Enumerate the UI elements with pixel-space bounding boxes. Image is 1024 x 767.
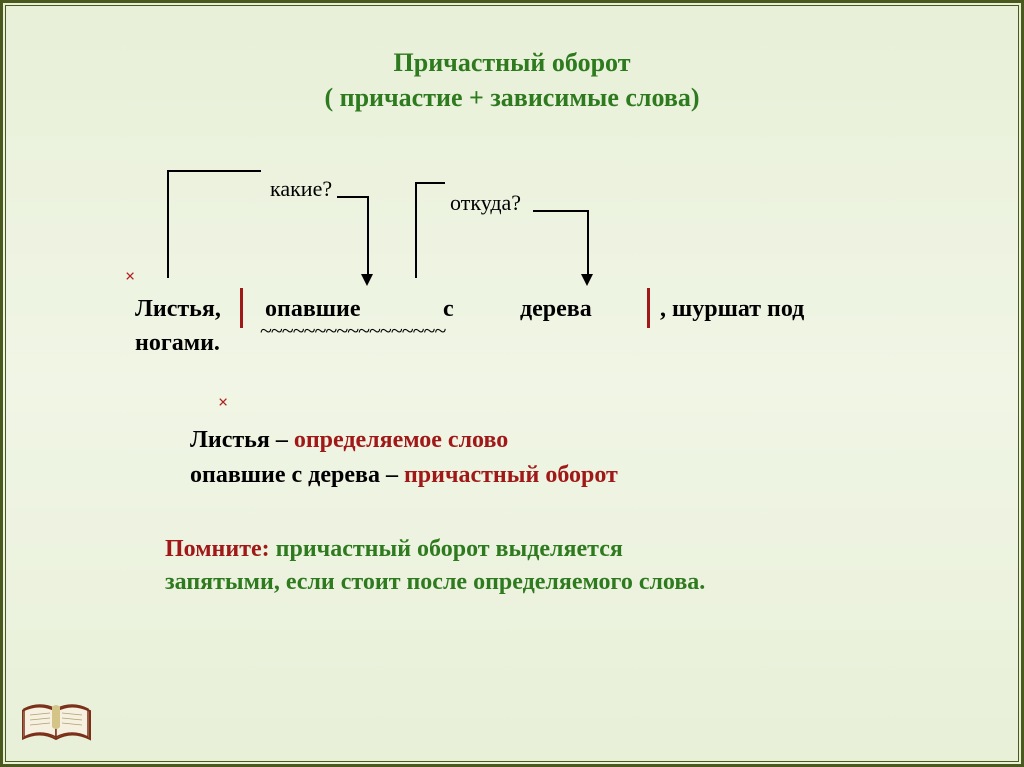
arrow2-v-up <box>415 182 417 278</box>
sentence-tail: , шуршат под <box>660 296 804 323</box>
arrow2-v-down <box>587 210 589 276</box>
arrow1-h2 <box>337 196 369 198</box>
rule-body2: запятыми, если стоит после определяемого… <box>165 566 934 600</box>
def1-a: Листья – <box>190 427 294 453</box>
cross-mark-2: × <box>218 392 228 412</box>
cross-mark-1: × <box>125 266 135 287</box>
def2-a: опавшие с дерева – <box>190 462 404 488</box>
arrow1-v-down <box>367 196 369 276</box>
arrow2-h <box>415 182 445 184</box>
question-2: откуда? <box>450 190 521 216</box>
arrow1-head <box>361 274 373 286</box>
title-line-1: Причастный оборот <box>90 45 934 80</box>
def-line-1: Листья – определяемое слово <box>190 423 934 458</box>
rule-lead: Помните: <box>165 536 276 562</box>
arrow2-h2 <box>533 210 589 212</box>
def1-b: определяемое слово <box>294 427 508 453</box>
red-bar-right <box>647 288 650 328</box>
def-line-2: опавшие с дерева – причастный оборот <box>190 458 934 493</box>
diagram-area: какие? откуда? × Листья, опавшие с дерев… <box>115 170 934 370</box>
word-1: Листья, <box>135 296 221 323</box>
rule-block: Помните: причастный оборот выделяется за… <box>165 533 934 600</box>
arrow1-h <box>167 170 261 172</box>
word-4: дерева <box>520 296 592 323</box>
def2-b: причастный оборот <box>404 462 618 488</box>
slide-title: Причастный оборот ( причастие + зависимы… <box>90 45 934 115</box>
rule-body1: причастный оборот выделяется <box>276 536 623 562</box>
book-icon <box>22 697 92 745</box>
title-line-2: ( причастие + зависимые слова) <box>90 80 934 115</box>
sentence-line2: ногами. <box>135 330 220 357</box>
question-1: какие? <box>270 176 332 202</box>
definitions-block: × Листья – определяемое слово опавшие с … <box>190 388 934 492</box>
wavy-underline: ~~~~~~~~~~~~~~~~~ <box>260 318 445 344</box>
arrow2-head <box>581 274 593 286</box>
red-bar-left <box>240 288 243 328</box>
slide-content: Причастный оборот ( причастие + зависимы… <box>0 0 1024 767</box>
arrow1-v-up <box>167 170 169 278</box>
